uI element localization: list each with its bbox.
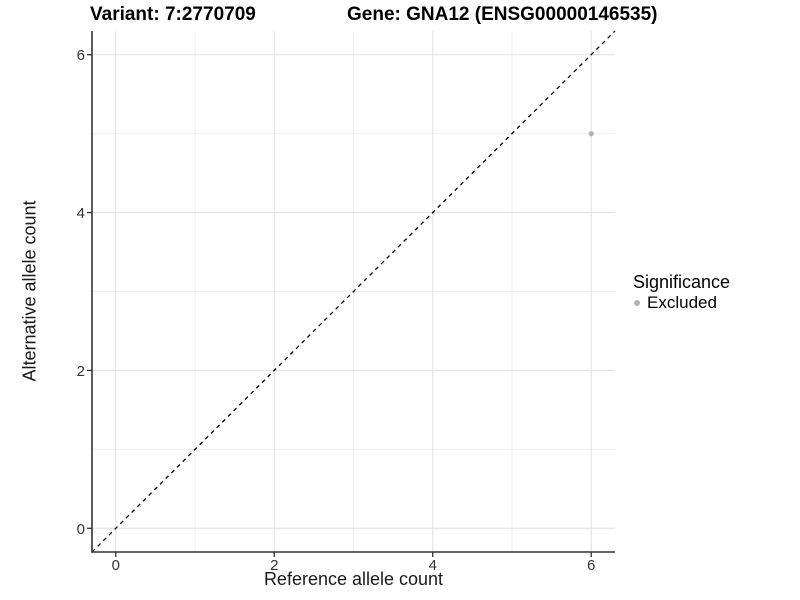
legend-title: Significance — [633, 272, 731, 292]
x-tick-label: 6 — [587, 557, 595, 574]
legend-item-excluded: Excluded — [633, 293, 730, 312]
y-axis-title: Alternative allele count — [19, 200, 40, 382]
x-tick-label: 0 — [112, 557, 120, 574]
x-tick-label: 4 — [429, 557, 437, 574]
legend: Significance Excluded — [633, 272, 730, 312]
x-axis-title: Reference allele count — [263, 569, 444, 589]
data-point — [588, 131, 594, 137]
plot-title-variant: Variant: 7:2770709 — [90, 4, 256, 25]
y-tick-label: 4 — [77, 205, 85, 222]
x-tick-label: 2 — [270, 557, 278, 574]
plot-title-gene: Gene: GNA12 (ENSG00000146535) — [347, 4, 658, 25]
y-tick-label: 0 — [77, 521, 85, 538]
identity-reference-line — [91, 30, 616, 553]
legend-point-swatch — [634, 299, 640, 306]
legend-item-label: Excluded — [647, 293, 717, 312]
y-tick-label: 6 — [77, 47, 85, 64]
y-tick-label: 2 — [77, 363, 85, 380]
